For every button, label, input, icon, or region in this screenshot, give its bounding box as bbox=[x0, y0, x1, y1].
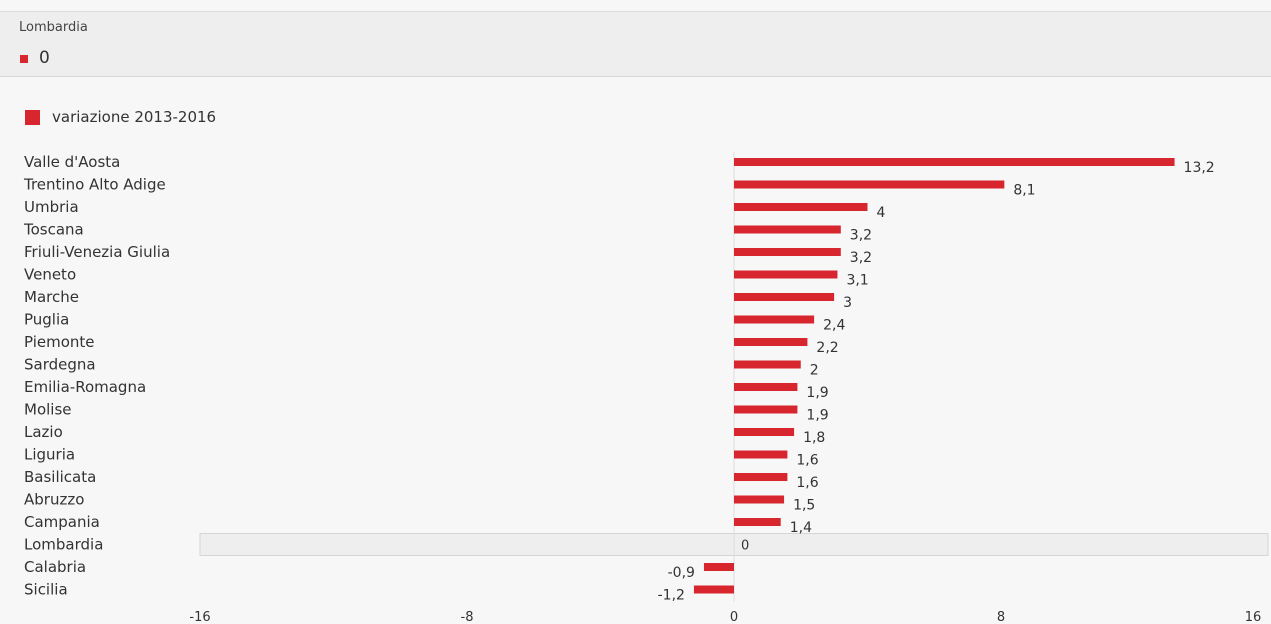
data-label: 2 bbox=[810, 363, 819, 379]
bar bbox=[693, 585, 734, 594]
bar bbox=[734, 158, 1175, 166]
bar bbox=[734, 495, 785, 504]
legend-label: variazione 2013-2016 bbox=[52, 108, 217, 126]
data-label: 3,2 bbox=[850, 250, 872, 266]
x-tick-label: -8 bbox=[461, 610, 474, 624]
category-label: Valle d'Aosta bbox=[24, 153, 120, 171]
x-tick-label: 8 bbox=[997, 610, 1005, 624]
bar bbox=[734, 360, 801, 369]
tooltip-title: Lombardia bbox=[19, 20, 88, 35]
bar bbox=[734, 428, 795, 436]
category-label: Umbria bbox=[24, 198, 79, 216]
category-label: Campania bbox=[24, 513, 100, 531]
tooltip-value: 0 bbox=[39, 48, 50, 68]
category-label: Toscana bbox=[23, 221, 84, 239]
bar bbox=[703, 563, 734, 571]
category-label: Trentino Alto Adige bbox=[23, 176, 166, 194]
tooltip-panel: Lombardia 0 bbox=[0, 11, 1271, 77]
bar bbox=[734, 248, 841, 256]
category-label: Piemonte bbox=[24, 333, 95, 351]
data-label: 1,6 bbox=[796, 475, 818, 491]
data-label: -1,2 bbox=[658, 588, 685, 604]
category-label: Calabria bbox=[24, 558, 86, 576]
data-label: 1,9 bbox=[806, 408, 828, 424]
data-label: 1,8 bbox=[803, 430, 825, 446]
bar bbox=[734, 270, 838, 279]
bar bbox=[734, 405, 798, 414]
data-label: 8,1 bbox=[1013, 183, 1035, 199]
category-label: Sicilia bbox=[24, 581, 68, 599]
category-label: Basilicata bbox=[24, 468, 96, 486]
data-label: 3,1 bbox=[846, 273, 868, 289]
x-tick-label: 16 bbox=[1245, 610, 1262, 624]
data-label: 2,2 bbox=[816, 340, 838, 356]
bar bbox=[734, 315, 815, 324]
data-label: 0 bbox=[741, 539, 749, 554]
data-label: 1,4 bbox=[790, 520, 812, 536]
x-tick-label: -16 bbox=[189, 610, 210, 624]
data-label: 3 bbox=[843, 295, 852, 311]
bar bbox=[734, 293, 835, 301]
data-label: 4 bbox=[877, 205, 886, 221]
bar bbox=[734, 225, 841, 234]
data-label: 1,5 bbox=[793, 498, 815, 514]
bar bbox=[734, 180, 1005, 189]
category-label: Emilia-Romagna bbox=[24, 378, 146, 396]
data-label: 13,2 bbox=[1184, 160, 1215, 176]
category-label: Liguria bbox=[24, 446, 75, 464]
category-label: Molise bbox=[24, 401, 72, 419]
category-label: Abruzzo bbox=[24, 491, 84, 509]
data-label: -0,9 bbox=[668, 565, 695, 581]
data-label: 2,4 bbox=[823, 318, 845, 334]
data-label: 3,2 bbox=[850, 228, 872, 244]
tooltip-swatch bbox=[20, 55, 28, 63]
category-label: Marche bbox=[24, 288, 79, 306]
bar bbox=[734, 383, 798, 391]
x-tick-label: 0 bbox=[730, 610, 738, 624]
bar bbox=[734, 518, 781, 526]
category-label: Puglia bbox=[24, 311, 69, 329]
category-label: Lazio bbox=[24, 423, 63, 441]
category-label: Lombardia bbox=[24, 536, 103, 554]
bar bbox=[734, 338, 808, 346]
data-label: 1,6 bbox=[796, 453, 818, 469]
category-label: Friuli-Venezia Giulia bbox=[24, 243, 170, 261]
category-label: Veneto bbox=[24, 266, 76, 284]
category-label: Sardegna bbox=[24, 356, 96, 374]
data-label: 1,9 bbox=[806, 385, 828, 401]
bar bbox=[734, 450, 788, 459]
bar bbox=[734, 203, 868, 211]
legend-swatch bbox=[25, 110, 40, 125]
bar bbox=[734, 473, 788, 481]
